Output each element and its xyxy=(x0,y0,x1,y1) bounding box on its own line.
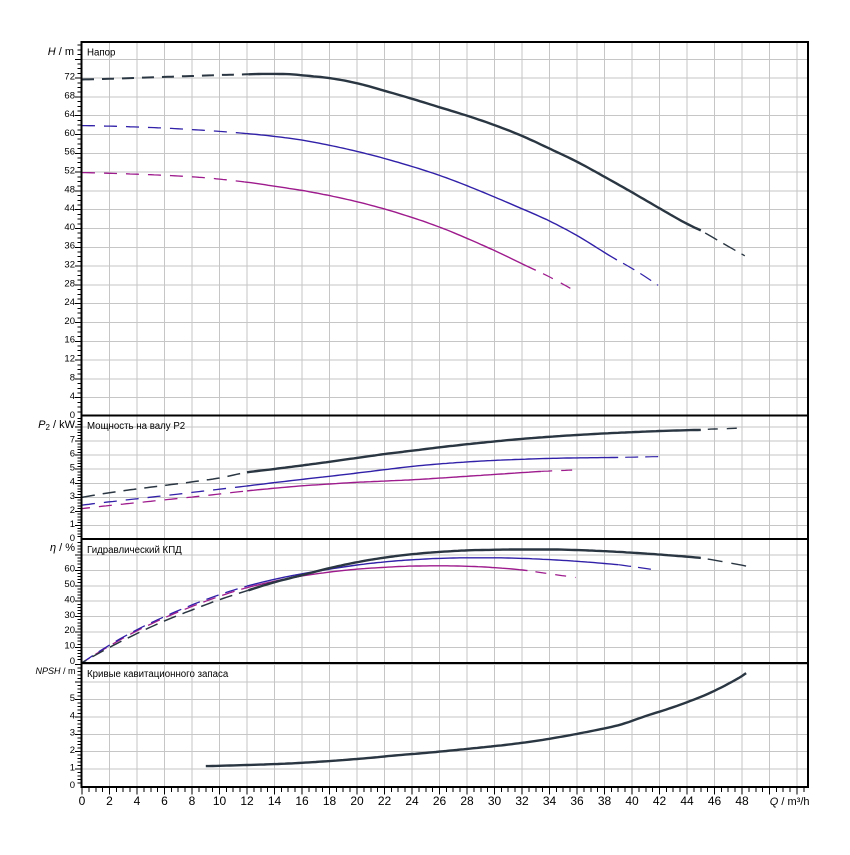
svg-text:1: 1 xyxy=(70,519,75,530)
svg-text:40: 40 xyxy=(64,222,75,233)
svg-text:1: 1 xyxy=(70,763,75,774)
svg-text:56: 56 xyxy=(64,147,75,158)
svg-text:32: 32 xyxy=(64,260,75,271)
svg-text:48: 48 xyxy=(64,184,75,195)
svg-text:20: 20 xyxy=(64,316,75,327)
svg-text:12: 12 xyxy=(240,794,254,808)
svg-text:2: 2 xyxy=(106,794,113,808)
svg-text:8: 8 xyxy=(189,794,196,808)
svg-text:12: 12 xyxy=(64,354,75,365)
svg-text:52: 52 xyxy=(64,166,75,177)
svg-text:36: 36 xyxy=(570,794,584,808)
svg-text:5: 5 xyxy=(70,463,75,474)
svg-text:44: 44 xyxy=(64,203,75,214)
svg-text:60: 60 xyxy=(64,128,75,139)
svg-text:H / m: H / m xyxy=(48,46,74,58)
svg-text:5: 5 xyxy=(70,693,75,704)
svg-text:Гидравлический КПД: Гидравлический КПД xyxy=(87,545,182,556)
svg-text:26: 26 xyxy=(433,794,447,808)
svg-text:48: 48 xyxy=(735,794,749,808)
svg-text:Кривые кавитационного запаса: Кривые кавитационного запаса xyxy=(87,669,229,680)
svg-text:4: 4 xyxy=(70,391,75,402)
svg-text:40: 40 xyxy=(64,594,75,605)
svg-text:40: 40 xyxy=(625,794,639,808)
svg-text:0: 0 xyxy=(70,410,75,421)
svg-text:4: 4 xyxy=(70,477,75,488)
svg-text:72: 72 xyxy=(64,72,75,83)
svg-text:64: 64 xyxy=(64,109,75,120)
svg-text:8: 8 xyxy=(70,372,75,383)
svg-text:36: 36 xyxy=(64,241,75,252)
svg-text:22: 22 xyxy=(378,794,392,808)
svg-text:30: 30 xyxy=(488,794,502,808)
svg-text:20: 20 xyxy=(64,625,75,636)
svg-text:28: 28 xyxy=(460,794,474,808)
svg-text:Мощность на валу P2: Мощность на валу P2 xyxy=(87,421,185,432)
svg-text:50: 50 xyxy=(64,579,75,590)
svg-text:24: 24 xyxy=(405,794,419,808)
svg-text:0: 0 xyxy=(79,794,86,808)
svg-text:0: 0 xyxy=(70,656,75,667)
svg-text:44: 44 xyxy=(680,794,694,808)
svg-text:10: 10 xyxy=(213,794,227,808)
svg-text:0: 0 xyxy=(70,533,75,544)
svg-text:34: 34 xyxy=(543,794,557,808)
svg-text:2: 2 xyxy=(70,505,75,516)
svg-text:60: 60 xyxy=(64,564,75,575)
svg-text:3: 3 xyxy=(70,491,75,502)
svg-text:NPSH / m: NPSH / m xyxy=(35,666,75,676)
svg-text:42: 42 xyxy=(653,794,667,808)
svg-text:10: 10 xyxy=(64,641,75,652)
svg-text:6: 6 xyxy=(70,449,75,460)
svg-text:3: 3 xyxy=(70,728,75,739)
svg-text:0: 0 xyxy=(70,780,75,791)
svg-text:2: 2 xyxy=(70,745,75,756)
svg-text:14: 14 xyxy=(268,794,282,808)
svg-text:4: 4 xyxy=(134,794,141,808)
svg-text:P2 / kW: P2 / kW xyxy=(38,419,75,432)
svg-text:20: 20 xyxy=(350,794,364,808)
svg-text:28: 28 xyxy=(64,278,75,289)
svg-text:16: 16 xyxy=(64,335,75,346)
svg-text:38: 38 xyxy=(598,794,612,808)
svg-text:6: 6 xyxy=(161,794,168,808)
svg-text:Напор: Напор xyxy=(87,48,115,59)
svg-text:24: 24 xyxy=(64,297,75,308)
svg-text:4: 4 xyxy=(70,710,75,721)
svg-text:7: 7 xyxy=(70,435,75,446)
svg-text:16: 16 xyxy=(295,794,309,808)
svg-text:30: 30 xyxy=(64,610,75,621)
svg-text:46: 46 xyxy=(708,794,722,808)
svg-text:η / %: η / % xyxy=(50,542,75,554)
svg-text:68: 68 xyxy=(64,90,75,101)
svg-text:32: 32 xyxy=(515,794,529,808)
svg-text:Q / m³/h: Q / m³/h xyxy=(770,796,810,808)
svg-text:18: 18 xyxy=(323,794,337,808)
